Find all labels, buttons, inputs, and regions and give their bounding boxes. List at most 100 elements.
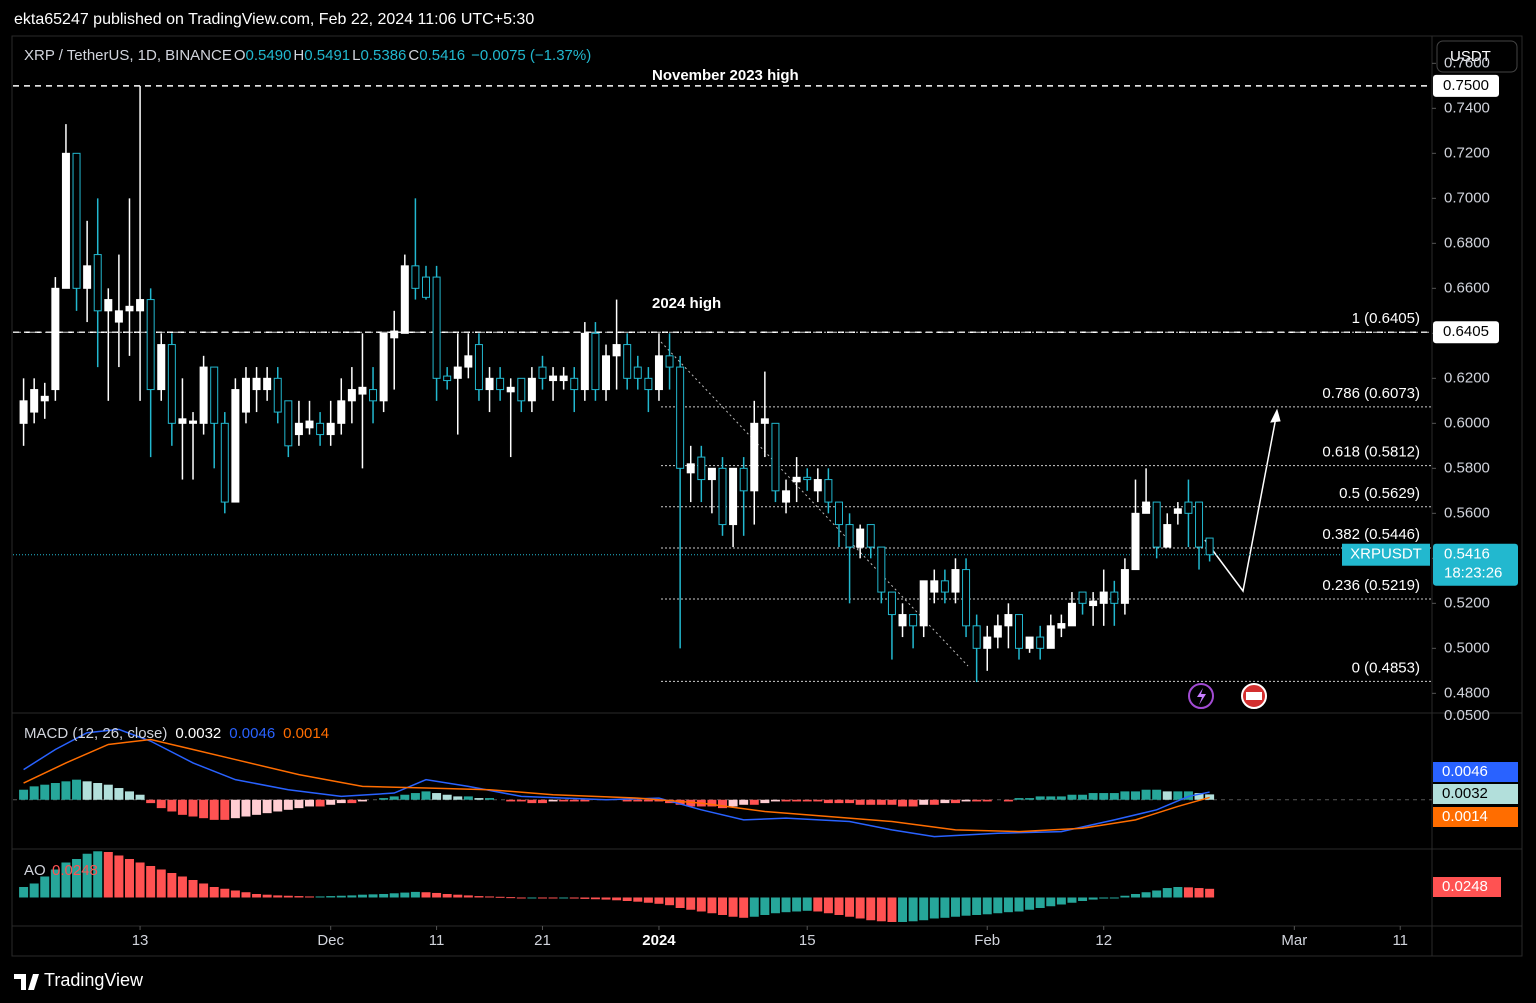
candle-body (19, 400, 28, 424)
ao-bar (1067, 897, 1077, 903)
candle-body (231, 389, 240, 503)
ao-bar (114, 855, 124, 898)
logo-mark (14, 974, 39, 990)
fib-label: 0.382 (0.5446) (1322, 526, 1420, 543)
candle-body (1015, 614, 1024, 649)
ao-bar (177, 876, 187, 898)
candle-body (813, 479, 822, 492)
y-tick-label: 0.7200 (1444, 144, 1490, 161)
fib-label: 0.236 (0.5219) (1322, 577, 1420, 594)
macd-histogram-bar (453, 796, 463, 800)
macd-histogram-bar (252, 799, 262, 815)
y-tick-label: 0.6600 (1444, 279, 1490, 296)
candle-body (1057, 623, 1066, 629)
ao-bar (135, 862, 145, 898)
candle-body (1046, 625, 1055, 649)
projection-arrow (1204, 411, 1278, 593)
macd-histogram-bar (93, 783, 103, 800)
macd-histogram-bar (220, 799, 230, 820)
event-icon-glyph (1197, 688, 1206, 705)
macd-histogram-bar (114, 788, 124, 800)
macd-histogram-bar (1067, 794, 1077, 800)
candle-body (51, 287, 60, 391)
macd-histogram-bar (527, 799, 537, 804)
candle-body (517, 377, 526, 402)
ao-bar (633, 897, 643, 902)
candle-body (580, 332, 589, 391)
candle-body (252, 377, 261, 391)
candle-body (1205, 537, 1214, 556)
macd-histogram-bar (1099, 793, 1109, 800)
candle-body (538, 366, 547, 379)
candle-body (654, 355, 663, 391)
candle-body (220, 422, 229, 503)
candle-body (358, 386, 367, 395)
macd-histogram-bar (516, 799, 526, 802)
candle-body (1110, 591, 1119, 604)
candle-body (1004, 614, 1013, 627)
ao-bar (654, 897, 664, 904)
candle-body (114, 310, 123, 323)
byline: ekta65247 published on TradingView.com, … (14, 11, 534, 28)
macd-histogram-bar (61, 781, 71, 800)
candle-body (834, 501, 843, 526)
macd-histogram-bar (124, 791, 134, 800)
ao-bar (1099, 897, 1109, 899)
macd-histogram-bar (262, 799, 272, 814)
candle-body (887, 591, 896, 616)
macd-histogram-bar (1162, 791, 1172, 800)
event-icon[interactable] (1188, 683, 1214, 709)
ao-bar (834, 897, 844, 915)
macd-histogram-bar (1183, 791, 1193, 800)
ao-bar (410, 891, 420, 898)
candle-body (792, 476, 801, 483)
currency-button[interactable] (1436, 40, 1518, 73)
ao-bar (590, 897, 600, 900)
macd-histogram-bar (336, 799, 346, 804)
candle-body (432, 276, 441, 379)
ao-bar (241, 892, 251, 898)
ao-bar (940, 897, 950, 918)
ao-bar (357, 894, 367, 898)
candle-body (612, 344, 621, 357)
ao-bar (1120, 895, 1130, 898)
candle-body (707, 467, 716, 481)
value-tag-label: 0.0014 (1442, 808, 1488, 825)
candle-body (464, 355, 473, 368)
ao-bar (686, 897, 696, 910)
ao-bar (379, 893, 389, 898)
candle-body (951, 569, 960, 593)
macd-value: 0.0046 (229, 725, 275, 742)
candle-body (686, 463, 695, 474)
flag-stripe (1246, 692, 1262, 700)
candle-body (1152, 501, 1161, 548)
macd-histogram-bar (537, 799, 547, 804)
ao-bar (601, 897, 611, 900)
macd-title: MACD (12, 26, close) (24, 725, 167, 742)
candle-body (178, 418, 187, 424)
candle-body (369, 389, 378, 402)
candle-body (1078, 591, 1087, 604)
macd-histogram-bar (357, 799, 367, 802)
ao-bar (326, 896, 336, 898)
candle-body (506, 386, 515, 393)
macd-histogram-bar (1025, 798, 1035, 800)
x-tick-label: 15 (799, 932, 816, 949)
candle-body (771, 422, 780, 492)
macd-histogram-bar (633, 799, 643, 802)
currency-label[interactable]: USDT (1450, 48, 1491, 65)
ao-bar (1183, 887, 1193, 898)
ao-bar (823, 897, 833, 914)
candle-body (485, 377, 494, 391)
candle-body (877, 546, 886, 593)
candle-body (61, 152, 70, 289)
ao-bar (40, 876, 50, 898)
macd-histogram-bar (29, 786, 39, 800)
macd-histogram-bar (1003, 799, 1013, 802)
candle-body (559, 375, 568, 382)
ao-bar (612, 897, 622, 901)
candle-body (527, 377, 536, 402)
price-tag (1433, 321, 1499, 344)
ao-bar (813, 897, 823, 912)
candle-body (1099, 591, 1108, 604)
